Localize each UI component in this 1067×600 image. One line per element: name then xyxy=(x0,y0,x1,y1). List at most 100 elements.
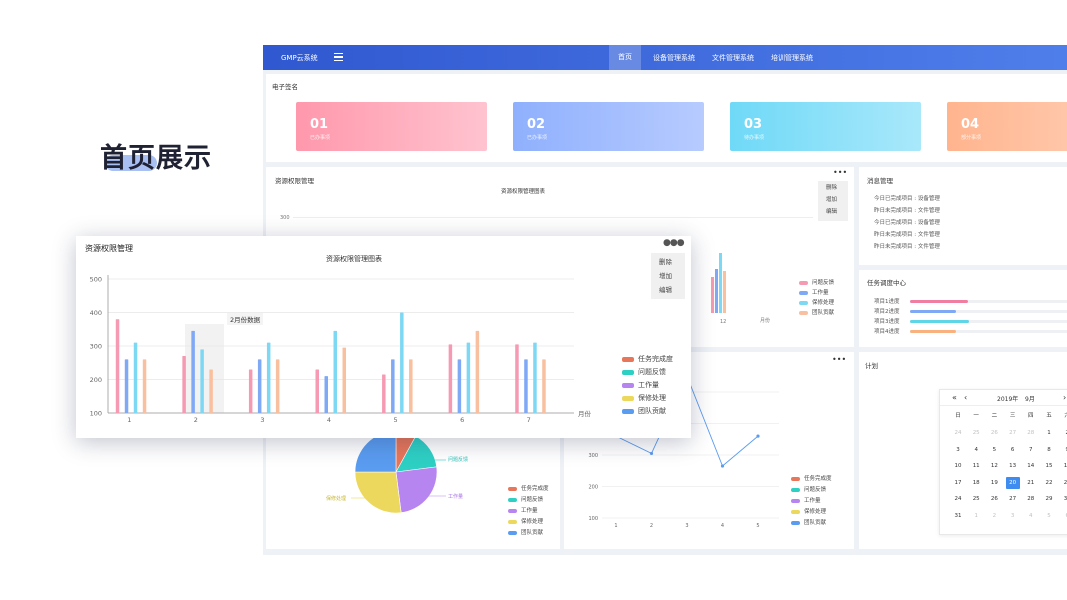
prev-month-icon[interactable]: ‹ xyxy=(964,393,968,402)
tile-label: 已办事项 xyxy=(527,135,548,141)
calendar-day[interactable]: 15 xyxy=(1045,463,1053,469)
calendar-day[interactable]: 27 xyxy=(1009,496,1017,502)
calendar-day[interactable]: 28 xyxy=(1027,496,1035,502)
calendar-day[interactable]: 19 xyxy=(990,479,998,486)
nav-home[interactable]: 首页 xyxy=(609,45,641,70)
legend-team: 团队贡献 xyxy=(799,308,834,316)
calendar-day[interactable]: 21 xyxy=(1027,479,1035,486)
task-label: 项目4进度 xyxy=(874,329,900,335)
nav-equipment[interactable]: 设备管理系统 xyxy=(653,54,695,62)
esign-tile-3[interactable]: 03 待办事项 xyxy=(730,102,921,151)
task-label: 项目1进度 xyxy=(874,299,900,305)
next-month-icon[interactable]: › xyxy=(1063,393,1067,402)
calendar-day[interactable]: 4 xyxy=(1029,512,1033,519)
pie-slice xyxy=(395,466,438,514)
popup-title: 资源权限管理 xyxy=(85,244,133,253)
task-progress-bar xyxy=(910,320,1067,323)
legend-label: 团队贡献 xyxy=(521,530,544,536)
calendar-day[interactable]: 29 xyxy=(1045,496,1053,502)
message-item[interactable]: 昨日未完成项目 : 文件管理 xyxy=(874,208,940,214)
x-unit: 月份 xyxy=(760,318,771,324)
calendar-day[interactable]: 2 xyxy=(1060,427,1067,439)
legend-repair: 保修处理 xyxy=(799,298,834,306)
calendar-day[interactable]: 30 xyxy=(1063,496,1067,502)
menu-add[interactable]: 增加 xyxy=(659,272,672,280)
nav-files[interactable]: 文件管理系统 xyxy=(712,54,754,62)
calendar-day[interactable]: 11 xyxy=(972,463,980,469)
calendar-day[interactable]: 24 xyxy=(954,430,962,436)
calendar-day[interactable]: 3 xyxy=(956,446,960,453)
calendar-day[interactable]: 4 xyxy=(974,446,978,453)
menu-edit[interactable]: 编辑 xyxy=(826,209,838,215)
popup-legend-item: 保修处理 xyxy=(622,393,666,403)
calendar-day[interactable]: 23 xyxy=(1063,479,1067,486)
prev-year-icon[interactable]: « xyxy=(952,393,957,402)
calendar-day[interactable]: 2 xyxy=(992,512,997,519)
calendar-day[interactable]: 8 xyxy=(1047,446,1051,453)
legend-label: 问题反馈 xyxy=(812,280,835,286)
calendar-day[interactable]: 16 xyxy=(1063,463,1067,469)
task-label: 项目2进度 xyxy=(874,309,900,315)
back-bar xyxy=(715,269,718,313)
calendar-day[interactable]: 6 xyxy=(1010,446,1015,453)
calendar-year[interactable]: 2019年 xyxy=(997,396,1019,403)
menu-delete[interactable]: 删除 xyxy=(659,258,672,266)
esign-tile-4[interactable]: 04 部分事项 xyxy=(947,102,1067,151)
bar xyxy=(324,376,328,413)
tasks-title: 任务调度中心 xyxy=(867,279,906,287)
calendar-day[interactable]: 1 xyxy=(1047,430,1051,436)
calendar-day[interactable]: 12 xyxy=(990,463,998,469)
calendar-day[interactable]: 27 xyxy=(1009,430,1017,436)
perm-menu: 删除 增加 编辑 xyxy=(818,181,848,221)
calendar-day[interactable]: 25 xyxy=(972,496,980,502)
line-legend-item: 工作量 xyxy=(791,496,821,504)
task-progress-bar xyxy=(910,300,1067,303)
legend-label: 任务完成度 xyxy=(521,486,549,492)
calendar-day[interactable]: 6 xyxy=(1060,510,1067,522)
hamburger-menu-icon[interactable] xyxy=(334,53,343,61)
esign-tile-2[interactable]: 02 已办事项 xyxy=(513,102,704,151)
y-tick-label: 300 xyxy=(588,453,598,459)
calendar-day[interactable]: 25 xyxy=(972,430,980,436)
message-item[interactable]: 昨日未完成项目 : 文件管理 xyxy=(874,244,940,250)
calendar-day[interactable]: 31 xyxy=(954,512,962,519)
calendar-day[interactable]: 14 xyxy=(1027,463,1035,469)
calendar-day[interactable]: 5 xyxy=(992,446,997,453)
weekday-label: 五 xyxy=(1046,413,1052,419)
calendar-day[interactable]: 3 xyxy=(1010,512,1015,519)
calendar-day[interactable]: 7 xyxy=(1029,446,1033,453)
calendar-day[interactable]: 28 xyxy=(1027,430,1035,436)
messages-panel: 消息管理 今日已完成项目 : 设备管理 昨日未完成项目 : 文件管理 今日已完成… xyxy=(859,167,1067,265)
menu-edit[interactable]: 编辑 xyxy=(659,286,672,294)
more-icon[interactable]: ••• xyxy=(833,168,848,177)
calendar-day[interactable]: 26 xyxy=(990,430,998,436)
calendar-day[interactable]: 22 xyxy=(1045,479,1053,486)
calendar-day[interactable]: 17 xyxy=(954,479,962,486)
calendar-day-selected[interactable]: 20 xyxy=(1005,476,1020,489)
calendar-day[interactable]: 18 xyxy=(972,479,980,486)
calendar-day[interactable]: 5 xyxy=(1047,512,1051,519)
calendar-day[interactable]: 10 xyxy=(954,463,962,469)
message-item[interactable]: 昨日未完成项目 : 文件管理 xyxy=(874,232,940,238)
calendar-day[interactable]: 26 xyxy=(990,496,998,502)
calendar-month[interactable]: 9月 xyxy=(1025,396,1035,403)
calendar-day[interactable]: 24 xyxy=(954,496,962,502)
menu-add[interactable]: 增加 xyxy=(826,197,838,203)
perm-chart-title: 资源权限管理图表 xyxy=(501,189,546,195)
bar-chart: 500 400 300 200 100 1 2 3 4 5 6 7 月份 xyxy=(90,275,592,424)
line-legend-item: 团队贡献 xyxy=(791,518,826,526)
message-item[interactable]: 今日已完成项目 : 设备管理 xyxy=(874,220,940,226)
calendar-day[interactable]: 13 xyxy=(1009,463,1017,469)
legend-label: 团队贡献 xyxy=(638,407,666,415)
more-icon[interactable]: ●●● xyxy=(663,238,685,248)
popup-legend-item: 团队贡献 xyxy=(622,406,666,416)
message-item[interactable]: 今日已完成项目 : 设备管理 xyxy=(874,196,940,202)
calendar-day[interactable]: 9 xyxy=(1060,444,1067,456)
calendar-day[interactable]: 1 xyxy=(974,512,978,519)
more-icon[interactable]: ••• xyxy=(832,355,847,364)
tasks-panel: 任务调度中心 项目1进度 项目2进度 项目3进度 项目4进度 xyxy=(859,270,1067,347)
esign-tile-1[interactable]: 01 已办事项 xyxy=(296,102,487,151)
menu-delete[interactable]: 删除 xyxy=(826,185,838,191)
nav-training[interactable]: 培训管理系统 xyxy=(771,54,813,62)
y-tick-label: 200 xyxy=(90,376,102,384)
